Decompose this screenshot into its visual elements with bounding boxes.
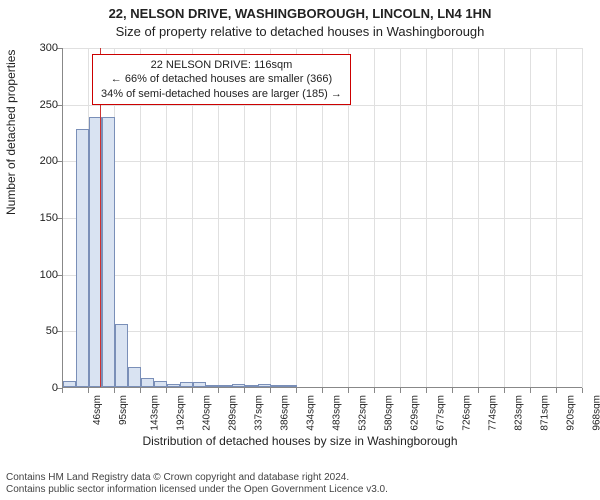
xtick-mark	[478, 388, 479, 393]
xtick-mark	[88, 388, 89, 393]
xtick-mark	[426, 388, 427, 393]
footer-text: Contains HM Land Registry data © Crown c…	[6, 472, 388, 496]
xtick-label: 46sqm	[92, 395, 103, 425]
x-axis-label: Distribution of detached houses by size …	[0, 434, 600, 448]
histogram-bar	[167, 384, 180, 387]
ytick-label: 0	[22, 382, 58, 394]
xtick-label: 95sqm	[118, 395, 129, 425]
xtick-mark	[192, 388, 193, 393]
xtick-mark	[400, 388, 401, 393]
histogram-bar	[193, 382, 206, 387]
xtick-label: 968sqm	[592, 395, 600, 431]
xtick-label: 483sqm	[332, 395, 343, 431]
chart-title-main: 22, NELSON DRIVE, WASHINGBOROUGH, LINCOL…	[0, 6, 600, 21]
xtick-label: 629sqm	[410, 395, 421, 431]
histogram-bar	[245, 385, 258, 387]
ytick-label: 300	[22, 42, 58, 54]
annotation-box: 22 NELSON DRIVE: 116sqm ← 66% of detache…	[92, 54, 351, 105]
histogram-bar	[154, 381, 167, 387]
xtick-label: 386sqm	[280, 395, 291, 431]
xtick-mark	[504, 388, 505, 393]
annotation-line2: ← 66% of detached houses are smaller (36…	[101, 72, 342, 86]
histogram-bar	[232, 384, 245, 387]
xtick-mark	[322, 388, 323, 393]
xtick-label: 871sqm	[540, 395, 551, 431]
xtick-label: 289sqm	[228, 395, 239, 431]
xtick-label: 580sqm	[384, 395, 395, 431]
xtick-mark	[556, 388, 557, 393]
ytick-label: 200	[22, 155, 58, 167]
xtick-mark	[348, 388, 349, 393]
ytick-label: 100	[22, 269, 58, 281]
histogram-bar	[76, 129, 89, 387]
xtick-label: 677sqm	[436, 395, 447, 431]
xtick-label: 337sqm	[254, 395, 265, 431]
footer-line2: Contains public sector information licen…	[6, 484, 388, 496]
footer-line1: Contains HM Land Registry data © Crown c…	[6, 472, 388, 484]
xtick-label: 726sqm	[462, 395, 473, 431]
chart-container: 22, NELSON DRIVE, WASHINGBOROUGH, LINCOL…	[0, 0, 600, 500]
xtick-mark	[270, 388, 271, 393]
y-axis-label: Number of detached properties	[4, 50, 18, 215]
xtick-mark	[114, 388, 115, 393]
xtick-label: 434sqm	[306, 395, 317, 431]
histogram-bar	[63, 381, 76, 387]
xtick-label: 192sqm	[176, 395, 187, 431]
histogram-bar	[128, 367, 141, 387]
xtick-label: 823sqm	[514, 395, 525, 431]
xtick-mark	[374, 388, 375, 393]
ytick-label: 150	[22, 212, 58, 224]
annotation-line3: 34% of semi-detached houses are larger (…	[101, 87, 342, 101]
xtick-mark	[452, 388, 453, 393]
ytick-label: 250	[22, 99, 58, 111]
histogram-bar	[115, 324, 128, 387]
histogram-bar	[219, 385, 232, 387]
xtick-label: 774sqm	[488, 395, 499, 431]
xtick-label: 532sqm	[358, 395, 369, 431]
xtick-mark	[530, 388, 531, 393]
xtick-mark	[140, 388, 141, 393]
histogram-bar	[102, 117, 115, 387]
xtick-mark	[166, 388, 167, 393]
histogram-bar	[180, 382, 193, 387]
histogram-bar	[141, 378, 154, 387]
histogram-bar	[271, 385, 284, 387]
histogram-bar	[284, 385, 297, 387]
annotation-line1: 22 NELSON DRIVE: 116sqm	[101, 58, 342, 72]
xtick-label: 920sqm	[566, 395, 577, 431]
chart-title-sub: Size of property relative to detached ho…	[0, 24, 600, 39]
xtick-label: 240sqm	[202, 395, 213, 431]
histogram-bar	[258, 384, 271, 387]
grid-vertical	[582, 48, 583, 388]
xtick-mark	[244, 388, 245, 393]
xtick-mark	[218, 388, 219, 393]
xtick-mark	[296, 388, 297, 393]
histogram-bar	[206, 385, 219, 387]
xtick-label: 143sqm	[150, 395, 161, 431]
xtick-mark	[582, 388, 583, 393]
xtick-mark	[62, 388, 63, 393]
ytick-label: 50	[22, 325, 58, 337]
